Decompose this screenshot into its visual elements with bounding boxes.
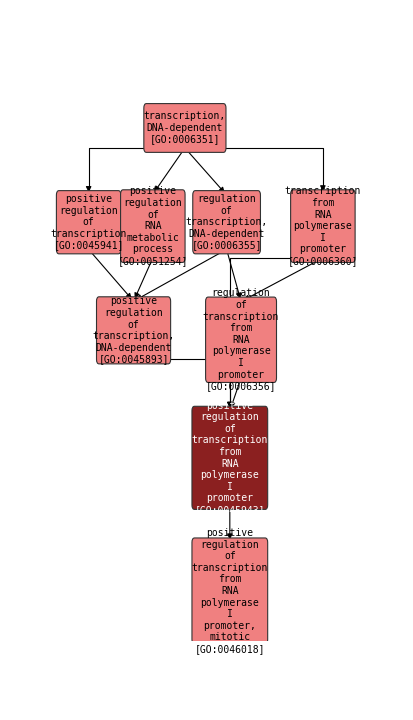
Text: transcription,
DNA-dependent
[GO:0006351]: transcription, DNA-dependent [GO:0006351… [143,112,225,145]
Text: positive
regulation
of
transcription
from
RNA
polymerase
I
promoter,
mitotic
[GO: positive regulation of transcription fro… [191,528,267,654]
FancyBboxPatch shape [192,538,267,644]
Text: positive
regulation
of
transcription
from
RNA
polymerase
I
promoter
[GO:0045943]: positive regulation of transcription fro… [191,400,267,515]
FancyBboxPatch shape [205,297,276,382]
Text: positive
regulation
of
RNA
metabolic
process
[GO:0051254]: positive regulation of RNA metabolic pro… [117,186,188,266]
Text: regulation
of
transcription
from
RNA
polymerase
I
promoter
[GO:0006356]: regulation of transcription from RNA pol… [202,289,278,391]
FancyBboxPatch shape [120,190,185,262]
FancyBboxPatch shape [143,104,225,153]
Text: transcription
from
RNA
polymerase
I
promoter
[GO:0006360]: transcription from RNA polymerase I prom… [284,186,360,266]
Text: regulation
of
transcription,
DNA-dependent
[GO:0006355]: regulation of transcription, DNA-depende… [185,194,267,251]
Text: positive
regulation
of
transcription
[GO:0045941]: positive regulation of transcription [GO… [50,194,126,251]
FancyBboxPatch shape [290,190,354,262]
FancyBboxPatch shape [56,191,121,254]
FancyBboxPatch shape [192,406,267,510]
Text: positive
regulation
of
transcription,
DNA-dependent
[GO:0045893]: positive regulation of transcription, DN… [92,297,174,364]
FancyBboxPatch shape [96,297,170,364]
FancyBboxPatch shape [192,191,260,254]
